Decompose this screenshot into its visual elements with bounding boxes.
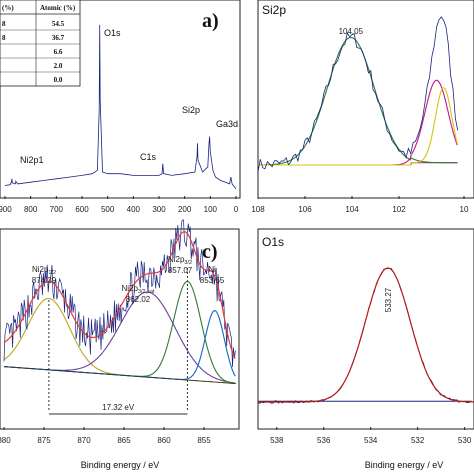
panel-c: 17.32 eV 880 875 870 865 860 855 Binding energy… <box>0 219 237 470</box>
peak-label-a-3: Si2p <box>182 105 200 115</box>
panel-a-frame <box>0 0 241 199</box>
tick-label-c-2: 870 <box>77 436 91 445</box>
ni2p-envelope <box>3 231 236 359</box>
si2p-raw <box>257 16 459 172</box>
ni2p-baseline <box>3 366 237 384</box>
peak-value-c-1: 862.02 <box>126 295 151 304</box>
table-cell-4-1: 0.0 <box>54 76 63 84</box>
tick-label-a-8: 100 <box>204 205 218 214</box>
tick-label-d-4: 530 <box>458 436 472 445</box>
tick-label-b-4: 10 <box>460 205 469 214</box>
si2p-peak-100b <box>258 87 458 166</box>
tick-label-c-1: 875 <box>37 436 51 445</box>
table-header-1: Atomic (%) <box>40 4 76 12</box>
peak-label-c-1: Ni2p3/2,sat <box>122 284 155 295</box>
peak-label-a-0: O1s <box>104 28 121 38</box>
tick-label-a-6: 300 <box>152 205 166 214</box>
tick-label-c-0: 880 <box>0 436 11 445</box>
si2p-peak-104 <box>258 36 458 166</box>
peak-label-a-4: Ga3d <box>216 119 238 129</box>
composition-table <box>0 0 81 87</box>
table-cell-2-1: 6.6 <box>54 48 63 56</box>
panel-d-frame <box>257 228 474 430</box>
peak-value-c-2: 857.07 <box>168 266 193 275</box>
panel-title-d: O1s <box>262 235 284 249</box>
tick-label-b-3: 102 <box>392 205 406 214</box>
tick-label-a-7: 200 <box>178 205 192 214</box>
o1s-raw <box>257 267 473 404</box>
table-cell-3-1: 2.0 <box>54 62 63 70</box>
tick-label-d-1: 536 <box>317 436 331 445</box>
xlabel-c: Binding energy / eV <box>81 460 160 470</box>
peak-label-c-3: Ni <box>208 265 216 274</box>
panel-b-frame <box>257 0 474 199</box>
panel-letter-c: c) <box>202 241 218 263</box>
tick-label-a-2: 700 <box>50 205 64 214</box>
peak-value-c-3: 853.65 <box>200 276 225 285</box>
table-cell-1-0: 8 <box>2 34 6 42</box>
annotation-d: 533.27 <box>384 287 393 312</box>
xlabel-d: Binding energy / eV <box>365 460 444 470</box>
tick-label-c-3: 865 <box>117 436 131 445</box>
tick-label-b-0: 108 <box>251 205 265 214</box>
panel-d: 538 536 534 532 530 Binding energy / eV O1s 533… <box>257 235 474 470</box>
annotation-b: 104.05 <box>339 27 364 36</box>
survey-spectrum <box>4 24 237 190</box>
tick-label-c-5: 855 <box>197 436 211 445</box>
ni2p-raw <box>3 219 236 368</box>
tick-label-d-2: 534 <box>364 436 378 445</box>
tick-label-a-5: 400 <box>127 205 141 214</box>
tick-label-a-3: 600 <box>75 205 89 214</box>
table-header-0: (%) <box>2 4 14 12</box>
tick-label-a-9: 0 <box>234 205 239 214</box>
panel-a: 900 800 700 600 500 400 300 200 100 0 O1s Ni2p1 C1s S… <box>0 0 239 214</box>
tick-label-a-1: 800 <box>24 205 38 214</box>
peak-value-c-0: 874.39 <box>32 276 57 285</box>
tick-label-d-3: 532 <box>411 436 425 445</box>
table-cell-1-1: 36.7 <box>52 34 65 42</box>
tick-label-a-4: 500 <box>101 205 115 214</box>
peak-label-a-1: Ni2p1 <box>20 155 44 165</box>
o1s-fit <box>258 267 474 403</box>
panel-c-frame <box>0 228 240 430</box>
tick-label-c-4: 860 <box>157 436 171 445</box>
panel-b: 108 106 104 102 10 Si2p 104.05 <box>251 3 469 214</box>
peak-label-a-2: C1s <box>140 152 157 162</box>
tick-label-d-0: 538 <box>270 436 284 445</box>
tick-label-b-1: 106 <box>298 205 312 214</box>
panel-letter-a: a) <box>202 10 219 32</box>
split-label: 17.32 eV <box>102 403 135 412</box>
peak-label-c-2: Ni2p3/2 <box>168 255 192 266</box>
tick-label-b-2: 104 <box>345 205 359 214</box>
table-cell-0-0: 8 <box>2 20 6 28</box>
tick-label-a-0: 900 <box>0 205 12 214</box>
table-cell-0-1: 54.5 <box>52 20 65 28</box>
peak-label-c-0: Ni2p1/2 <box>32 265 56 276</box>
panel-title-b: Si2p <box>262 3 286 17</box>
